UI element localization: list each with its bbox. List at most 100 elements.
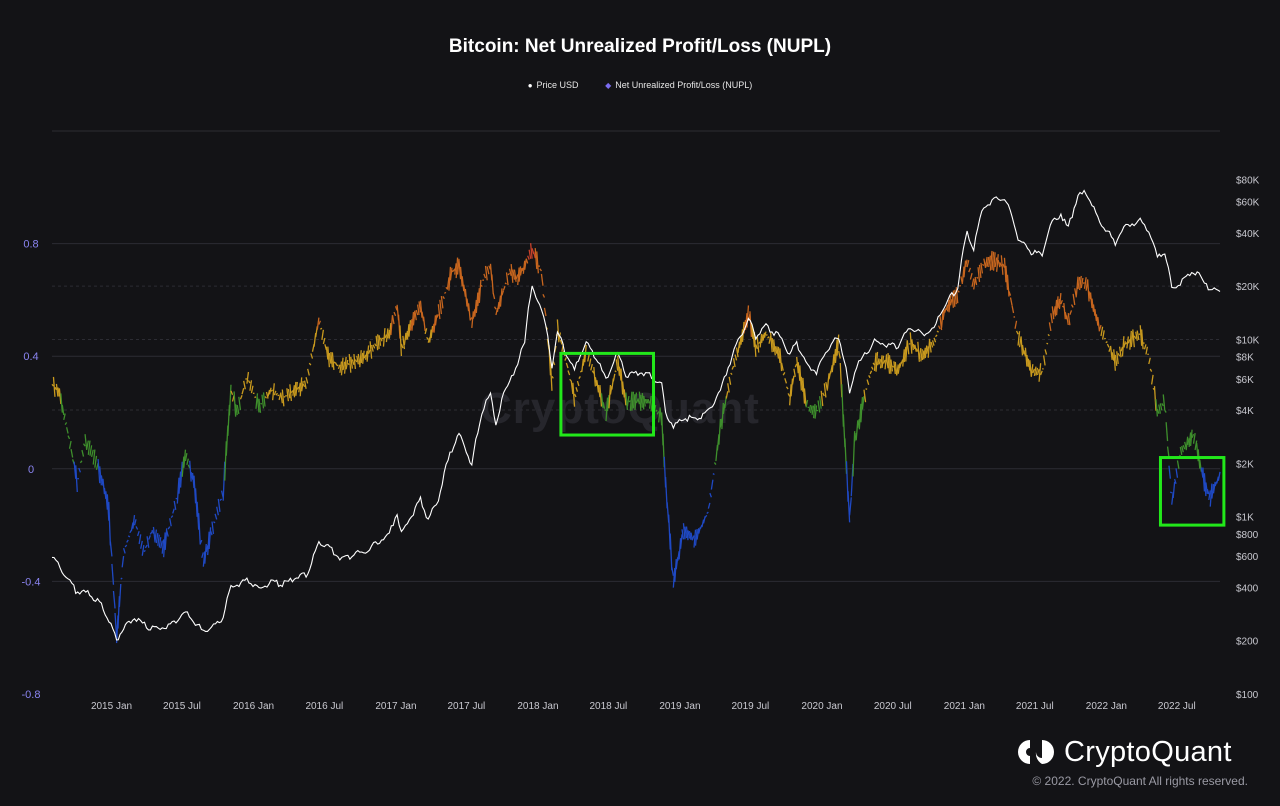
legend-item-nupl[interactable]: ◆ Net Unrealized Profit/Loss (NUPL) [605, 80, 752, 90]
nupl-segment-748 [1182, 445, 1186, 450]
nupl-segment-185 [334, 362, 338, 366]
nupl-segment-586 [939, 316, 943, 331]
nupl-segment-151 [283, 395, 286, 398]
nupl-segment-65 [151, 529, 155, 534]
nupl-segment-109 [217, 498, 221, 512]
nupl-segment-271 [463, 284, 467, 297]
nupl-segment-25 [89, 445, 93, 456]
x-tick-label-14: 2022 Jan [1086, 701, 1127, 712]
nupl-segment-315 [529, 243, 533, 259]
nupl-segment-307 [518, 266, 522, 282]
nupl-segment-217 [382, 328, 386, 347]
nupl-segment-6 [60, 393, 63, 413]
nupl-segment-2 [54, 386, 58, 391]
nupl-segment-391 [644, 398, 648, 404]
nupl-segment-234 [408, 320, 412, 337]
nupl-segment-269 [459, 266, 463, 287]
nupl-segment-383 [632, 394, 636, 409]
nupl-segment-224 [393, 311, 397, 317]
nupl-segment-544 [876, 358, 880, 366]
nupl-segment-654 [1042, 355, 1046, 366]
nupl-segment-122 [238, 396, 242, 410]
nupl-segment-96 [198, 513, 201, 545]
nupl-segment-207 [368, 349, 371, 355]
nupl-segment-424 [693, 529, 697, 548]
nupl-segment-483 [782, 372, 786, 376]
nupl-segment-508 [820, 390, 824, 407]
nupl-segment-342 [570, 380, 574, 395]
nupl-segment-728 [1153, 386, 1157, 411]
nupl-segment-276 [471, 311, 474, 328]
nupl-segment-46 [121, 555, 125, 568]
y-right-tick-label-5: $8K [1236, 353, 1254, 364]
nupl-segment-672 [1069, 310, 1073, 315]
nupl-segment-414 [678, 538, 682, 560]
nupl-segment-188 [339, 361, 343, 373]
nupl-segment-499 [807, 406, 810, 409]
nupl-segment-574 [921, 350, 925, 361]
nupl-segment-27 [92, 449, 96, 465]
nupl-segment-525 [847, 491, 851, 523]
nupl-segment-31 [99, 466, 102, 486]
nupl-segment-643 [1026, 354, 1030, 367]
nupl-segment-656 [1046, 342, 1049, 345]
nupl-segment-128 [247, 380, 251, 384]
nupl-segment-546 [879, 355, 883, 369]
nupl-segment-99 [202, 551, 206, 567]
nupl-segment-105 [211, 521, 215, 534]
nupl-segment-377 [623, 389, 627, 406]
nupl-segment-541 [872, 362, 876, 366]
nupl-segment-616 [984, 256, 988, 269]
nupl-segment-204 [363, 354, 367, 359]
nupl-segment-518 [836, 334, 840, 356]
nupl-segment-429 [701, 519, 705, 528]
nupl-segment-601 [961, 266, 965, 283]
nupl-segment-314 [528, 249, 532, 259]
nupl-segment-640 [1021, 344, 1025, 355]
nupl-segment-494 [799, 365, 803, 391]
nupl-segment-57 [138, 534, 142, 545]
nupl-segment-575 [923, 347, 926, 360]
nupl-segment-83 [178, 471, 182, 494]
nupl-segment-290 [492, 292, 496, 300]
x-tick-label-6: 2018 Jan [517, 701, 558, 712]
nupl-segment-82 [176, 477, 180, 504]
nupl-segment-642 [1024, 347, 1028, 367]
nupl-segment-19 [79, 460, 83, 464]
nupl-segment-335 [559, 339, 563, 345]
nupl-segment-1 [52, 376, 56, 397]
y-right-tick-label-3: $20K [1236, 282, 1260, 293]
highlight-box-0 [559, 351, 656, 437]
nupl-segment-169 [310, 353, 314, 359]
nupl-segment-227 [397, 314, 401, 339]
nupl-segment-426 [696, 528, 700, 540]
nupl-segment-365 [605, 397, 609, 422]
nupl-segment-686 [1091, 298, 1095, 312]
nupl-segment-363 [602, 401, 606, 409]
nupl-segment-480 [777, 346, 781, 364]
nupl-segment-763 [1205, 482, 1208, 494]
nupl-segment-223 [391, 315, 395, 325]
nupl-segment-590 [945, 304, 949, 311]
nupl-segment-210 [372, 344, 376, 349]
nupl-segment-4 [57, 387, 61, 397]
nupl-segment-744 [1176, 460, 1180, 469]
nupl-segment-533 [860, 396, 864, 423]
y-right-tick-label-9: $1K [1236, 513, 1254, 524]
nupl-segment-449 [731, 365, 735, 370]
nupl-segment-193 [347, 362, 350, 366]
legend-item-price[interactable]: ● Price USD [528, 80, 579, 90]
copyright-text: © 2022. CryptoQuant All rights reserved. [1032, 774, 1248, 788]
nupl-segment-743 [1175, 468, 1179, 478]
nupl-segment-685 [1089, 292, 1093, 309]
nupl-segment-594 [951, 292, 955, 308]
nupl-segment-68 [155, 533, 159, 544]
nupl-segment-209 [370, 344, 374, 352]
nupl-segment-584 [936, 330, 939, 333]
nupl-segment-59 [141, 545, 145, 556]
nupl-segment-632 [1009, 297, 1013, 306]
nupl-segment-343 [572, 382, 576, 407]
nupl-segment-321 [539, 268, 542, 272]
nupl-segment-374 [618, 366, 622, 381]
legend-dot-nupl: ◆ [605, 81, 612, 90]
